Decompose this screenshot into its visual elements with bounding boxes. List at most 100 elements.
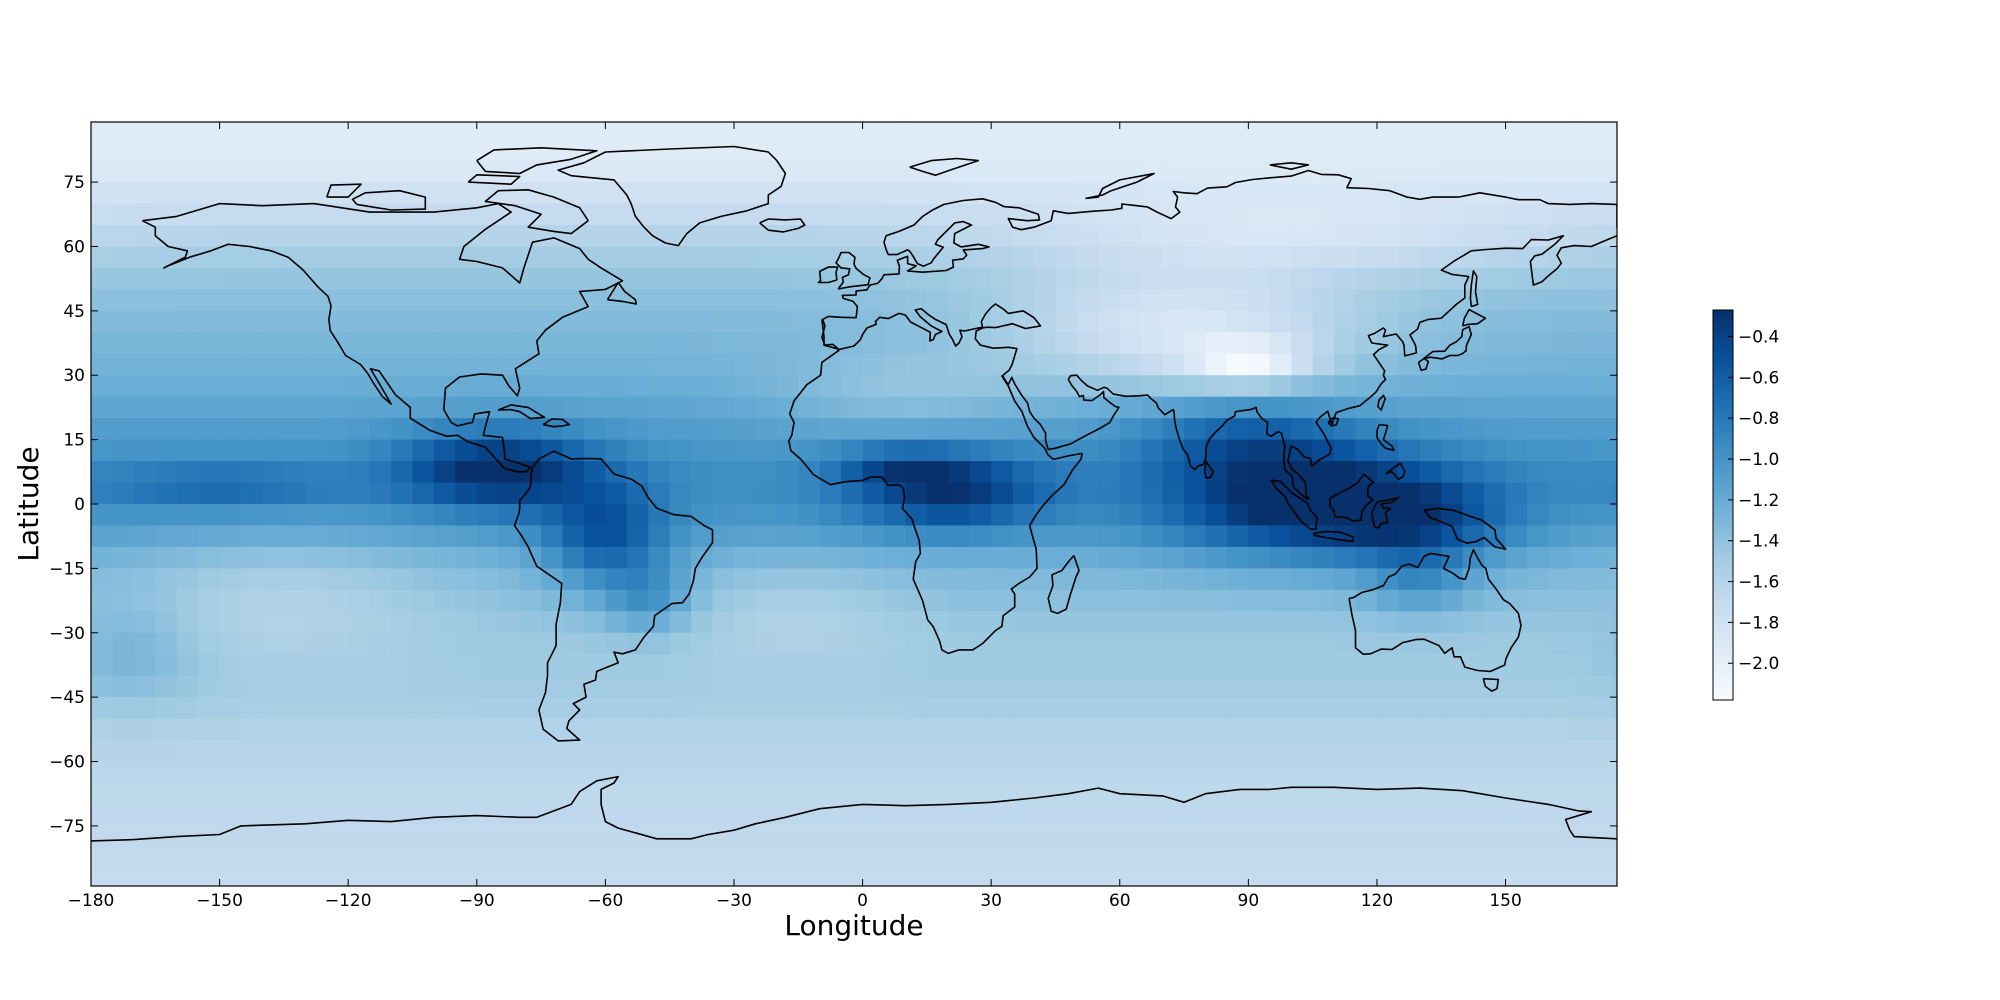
heatmap-cell xyxy=(798,418,821,441)
heatmap-cell xyxy=(1312,203,1335,226)
heatmap-cell xyxy=(776,439,799,462)
heatmap-cell xyxy=(1055,396,1078,419)
coastline-philippines xyxy=(1376,423,1395,452)
heatmap-cell xyxy=(369,525,392,548)
heatmap-cell xyxy=(1419,868,1442,886)
heatmap-cell xyxy=(412,718,435,741)
heatmap-cell xyxy=(798,546,821,569)
heatmap-cell xyxy=(1376,740,1399,763)
heatmap-cell xyxy=(648,740,671,763)
heatmap-cell xyxy=(455,868,478,886)
heatmap-cell xyxy=(841,310,864,333)
heatmap-cell xyxy=(1098,546,1121,569)
heatmap-cell xyxy=(1184,289,1207,312)
heatmap-cell xyxy=(1098,332,1121,355)
heatmap-cell xyxy=(1119,353,1142,376)
heatmap-cell xyxy=(541,611,564,634)
heatmap-cell xyxy=(626,568,649,591)
heatmap-cell xyxy=(1312,122,1335,140)
heatmap-cell xyxy=(841,675,864,698)
heatmap-cell xyxy=(1076,525,1099,548)
heatmap-cell xyxy=(455,439,478,462)
heatmap-cell xyxy=(283,654,306,677)
heatmap-cell xyxy=(1441,203,1464,226)
heatmap-cell xyxy=(862,675,885,698)
heatmap-cell xyxy=(219,353,242,376)
heatmap-cell xyxy=(1398,203,1421,226)
heatmap-cell xyxy=(326,289,349,312)
heatmap-cell xyxy=(1226,396,1249,419)
heatmap-cell xyxy=(1269,225,1292,248)
heatmap-cell xyxy=(1484,353,1507,376)
heatmap-cell xyxy=(926,160,949,183)
heatmap-cell xyxy=(412,546,435,569)
heatmap-cell xyxy=(133,825,156,848)
heatmap-cell xyxy=(1162,611,1185,634)
heatmap-cell xyxy=(348,546,371,569)
heatmap-cell xyxy=(1355,761,1378,784)
heatmap-cell xyxy=(1484,847,1507,870)
heatmap-cell xyxy=(433,332,456,355)
heatmap-cell xyxy=(1419,525,1442,548)
heatmap-cell xyxy=(155,718,178,741)
heatmap-cell xyxy=(198,418,221,441)
heatmap-cell xyxy=(669,182,692,205)
heatmap-cell xyxy=(1248,697,1271,720)
heatmap-cell xyxy=(798,868,821,886)
heatmap-cell xyxy=(1419,761,1442,784)
heatmap-cell xyxy=(433,267,456,290)
heatmap-cell xyxy=(391,267,414,290)
heatmap-cell xyxy=(562,589,585,612)
heatmap-cell xyxy=(1119,589,1142,612)
heatmap-cell xyxy=(1141,761,1164,784)
heatmap-cell xyxy=(1098,203,1121,226)
heatmap-cell xyxy=(1012,225,1035,248)
heatmap-cell xyxy=(605,825,628,848)
heatmap-cell xyxy=(305,461,328,484)
heatmap-cell xyxy=(305,375,328,398)
heatmap-cell xyxy=(262,525,285,548)
heatmap-cell xyxy=(1034,740,1057,763)
heatmap-cell xyxy=(1526,396,1550,419)
heatmap-cell xyxy=(991,353,1014,376)
heatmap-cell xyxy=(1141,375,1164,398)
coastline-baffin-island xyxy=(484,189,589,235)
heatmap-cell xyxy=(1376,611,1399,634)
heatmap-cell xyxy=(1419,504,1442,527)
heatmap-cell xyxy=(1076,654,1099,677)
heatmap-cell xyxy=(1184,740,1207,763)
heatmap-cell xyxy=(1162,825,1185,848)
heatmap-cell xyxy=(391,418,414,441)
heatmap-cell xyxy=(283,697,306,720)
heatmap-cell xyxy=(1226,482,1249,505)
heatmap-cell xyxy=(541,439,564,462)
heatmap-cell xyxy=(519,804,542,827)
heatmap-cell xyxy=(776,139,799,162)
heatmap-cell xyxy=(1548,267,1571,290)
heatmap-cell xyxy=(1355,546,1378,569)
heatmap-cell xyxy=(648,461,671,484)
heatmap-cell xyxy=(326,804,349,827)
heatmap-cell xyxy=(798,139,821,162)
heatmap-cell xyxy=(1098,482,1121,505)
heatmap-cell xyxy=(326,697,349,720)
colorbar-tick-label: −0.6 xyxy=(1738,368,1779,388)
heatmap-cell xyxy=(262,675,285,698)
heatmap-cell xyxy=(841,375,864,398)
heatmap-cell xyxy=(969,225,992,248)
heatmap-cell xyxy=(1226,825,1249,848)
heatmap-cell xyxy=(283,675,306,698)
heatmap-cell xyxy=(1591,439,1614,462)
heatmap-cell xyxy=(1526,182,1550,205)
heatmap-cell xyxy=(669,267,692,290)
heatmap-cell xyxy=(733,504,757,527)
heatmap-cell xyxy=(691,868,714,886)
heatmap-cell xyxy=(733,740,757,763)
heatmap-cell xyxy=(1355,482,1378,505)
heatmap-cell xyxy=(198,160,221,183)
heatmap-cell xyxy=(1119,461,1142,484)
heatmap-cell xyxy=(348,482,371,505)
heatmap-cell xyxy=(305,182,328,205)
coastline-sri-lanka xyxy=(1203,461,1214,479)
heatmap-cell xyxy=(262,568,285,591)
